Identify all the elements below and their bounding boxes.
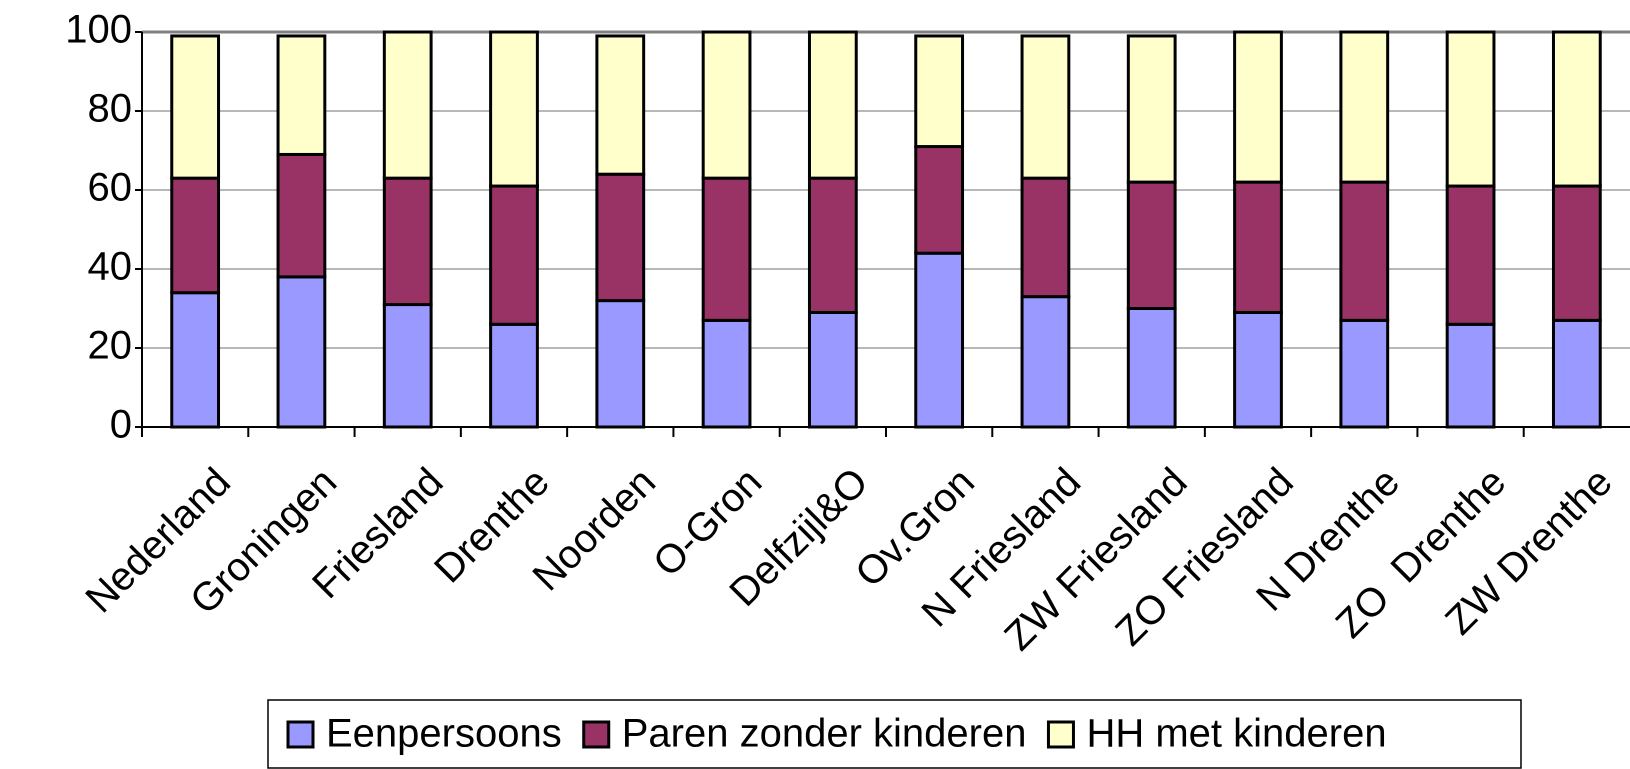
- bar-segment: [489, 30, 539, 188]
- legend-box: [267, 699, 1522, 769]
- bar-segment: [1445, 322, 1496, 429]
- bar-segment: [170, 34, 221, 180]
- x-tick-label: ZW Friesland: [996, 460, 1195, 659]
- bar-segment: [1126, 307, 1177, 429]
- bar-segment: [914, 34, 965, 149]
- bar-segment: [170, 176, 221, 295]
- bar-segment: [595, 34, 646, 176]
- legend-label: Eenpersoons: [326, 712, 562, 756]
- bar-segment: [595, 299, 646, 429]
- bar-segment: [276, 152, 327, 279]
- legend-label: HH met kinderen: [1086, 712, 1386, 756]
- bar-segment: [807, 310, 858, 429]
- bar-segment: [1551, 184, 1602, 322]
- legend: Eenpersoons Paren zonder kinderen HH met k…: [286, 712, 1387, 756]
- bar-segment: [382, 30, 433, 180]
- bar-segment: [276, 275, 327, 429]
- legend-swatch: [582, 720, 611, 749]
- legend-swatch: [1046, 720, 1075, 749]
- bar-segment: [701, 318, 752, 429]
- bar-segment: [170, 291, 221, 429]
- bar-segment: [807, 30, 858, 180]
- bar-segment: [914, 251, 965, 429]
- bar-segment: [1339, 318, 1390, 429]
- bar-segment: [914, 145, 965, 255]
- bar-segment: [1126, 34, 1177, 184]
- y-tick-label: 80: [88, 87, 133, 131]
- bar-segment: [701, 176, 752, 322]
- bar-segment: [1233, 30, 1283, 184]
- bar-segment: [1020, 295, 1071, 429]
- bar-segment: [595, 172, 646, 303]
- bar-segment: [382, 303, 433, 429]
- y-tick-label: 40: [88, 245, 133, 289]
- bar-segment: [1551, 30, 1602, 188]
- bar-segment: [807, 176, 858, 314]
- bar-segment: [489, 322, 539, 429]
- bar-segment: [382, 176, 433, 307]
- legend-swatch: [286, 720, 315, 749]
- bar-segment: [1126, 180, 1177, 311]
- bar-segment: [1445, 184, 1496, 326]
- bar-segment: [1551, 318, 1602, 429]
- bar-segment: [1020, 34, 1071, 180]
- bar-segment: [489, 184, 539, 326]
- legend-label: Paren zonder kinderen: [622, 712, 1027, 756]
- y-tick-label: 20: [88, 324, 133, 368]
- bar-segment: [1233, 310, 1283, 429]
- bar-segment: [1233, 180, 1283, 314]
- y-tick-label: 100: [65, 8, 132, 52]
- bar-segment: [1339, 30, 1390, 184]
- bar-segment: [276, 34, 327, 156]
- bar-segment: [701, 30, 752, 180]
- bar-segment: [1339, 180, 1390, 322]
- y-tick-label: 60: [88, 166, 133, 210]
- bar-segment: [1020, 176, 1071, 299]
- bar-segment: [1445, 30, 1496, 188]
- y-tick-label: 0: [110, 403, 132, 447]
